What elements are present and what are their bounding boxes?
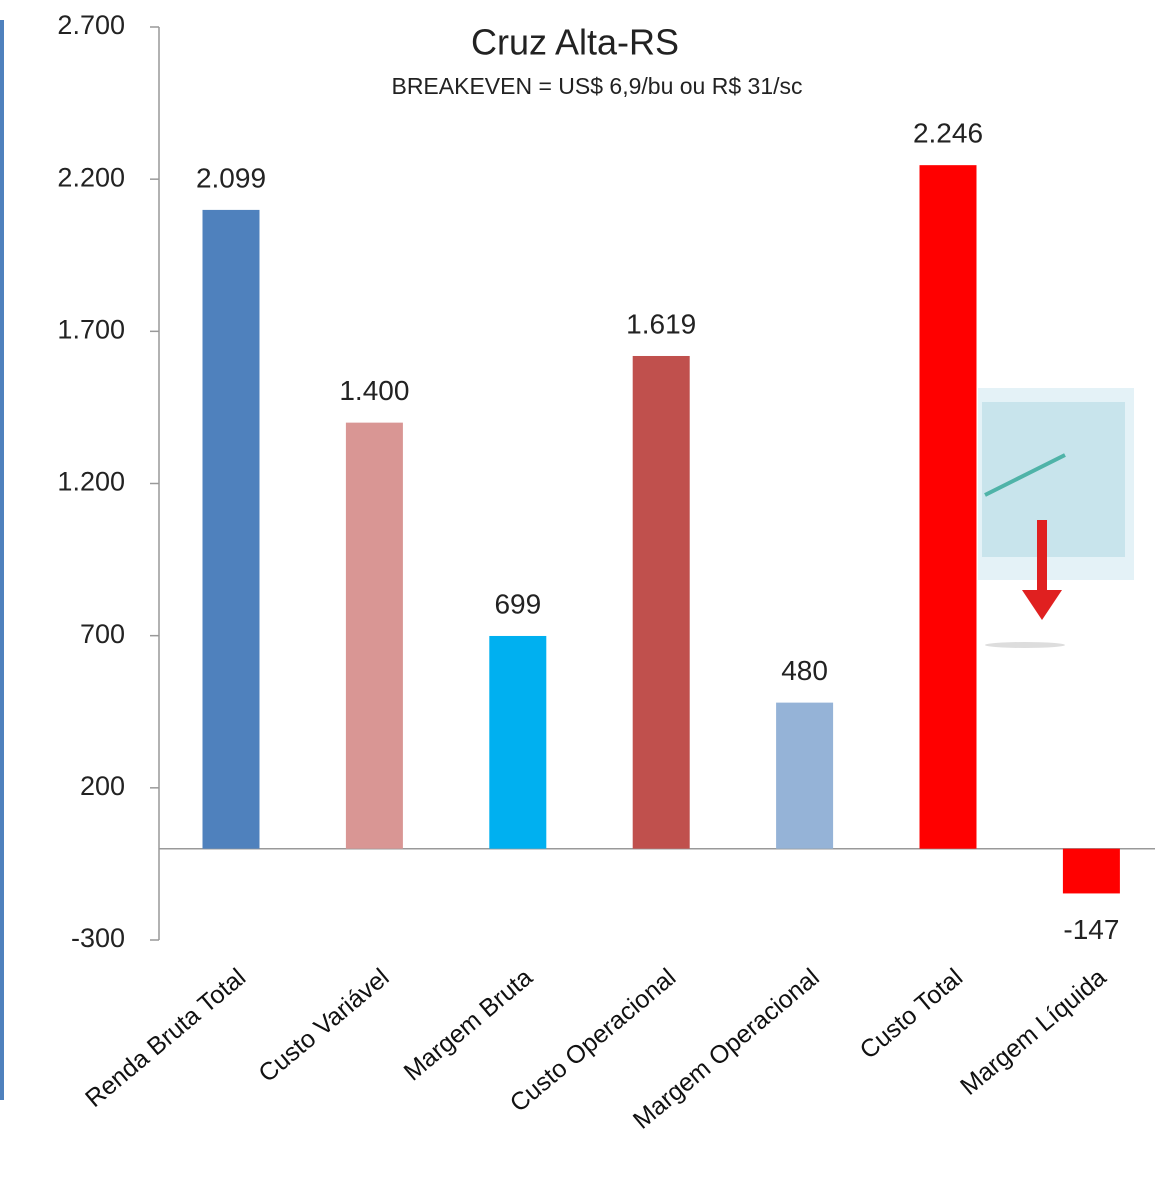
left-edge-strip xyxy=(0,20,4,1100)
y-tick-label: 2.200 xyxy=(57,162,125,192)
y-tick-label: 700 xyxy=(80,619,125,649)
x-tick-label: Renda Bruta Total xyxy=(80,963,251,1113)
bar xyxy=(919,165,977,849)
bar xyxy=(202,209,260,849)
x-tick-label: Custo Total xyxy=(855,963,968,1065)
y-tick-label: 2.700 xyxy=(57,10,125,40)
bar xyxy=(489,635,547,849)
y-tick-label: 200 xyxy=(80,771,125,801)
y-tick-label: 1.200 xyxy=(57,467,125,497)
illustration xyxy=(978,388,1134,648)
value-label: -147 xyxy=(1063,914,1119,945)
value-label: 699 xyxy=(494,588,541,619)
value-label: 2.099 xyxy=(196,162,266,193)
x-tick-label: Custo Variável xyxy=(253,963,394,1088)
x-tick-label: Margem Bruta xyxy=(399,963,538,1086)
illustration-trend xyxy=(984,453,1066,497)
y-tick-label: 1.700 xyxy=(57,314,125,344)
illustration-arrow-head xyxy=(1022,590,1062,620)
bar xyxy=(776,702,834,849)
value-label: 1.619 xyxy=(626,308,696,339)
x-tick-label: Margem Líquida xyxy=(955,963,1111,1101)
value-label: 480 xyxy=(781,655,828,686)
bar xyxy=(345,422,403,849)
bar xyxy=(632,355,690,849)
chart-title: Cruz Alta-RS xyxy=(471,22,679,63)
illustration-shadow xyxy=(985,642,1065,648)
value-label: 1.400 xyxy=(339,375,409,406)
value-label: 2.246 xyxy=(913,118,983,149)
y-tick-label: -300 xyxy=(71,923,125,953)
bar xyxy=(1062,848,1120,894)
illustration-board xyxy=(982,402,1125,557)
chart-subtitle: BREAKEVEN = US$ 6,9/bu ou R$ 31/sc xyxy=(391,73,802,99)
